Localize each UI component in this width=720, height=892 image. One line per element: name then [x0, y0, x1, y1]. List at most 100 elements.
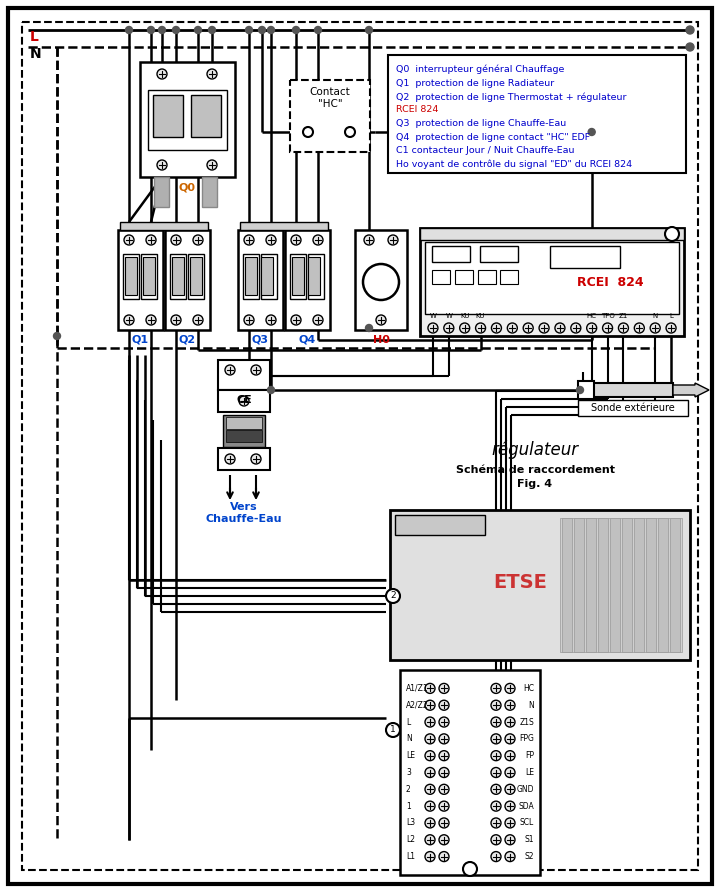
- Circle shape: [425, 683, 435, 693]
- Bar: [432, 246, 470, 262]
- Circle shape: [492, 323, 501, 333]
- Bar: [290, 80, 370, 152]
- Circle shape: [266, 315, 276, 325]
- Circle shape: [425, 801, 435, 811]
- Bar: [261, 257, 273, 295]
- Bar: [243, 254, 259, 299]
- Circle shape: [157, 69, 167, 79]
- Bar: [165, 230, 210, 330]
- Circle shape: [439, 734, 449, 744]
- Bar: [646, 518, 656, 652]
- Bar: [143, 257, 155, 295]
- Circle shape: [53, 333, 60, 340]
- Circle shape: [209, 27, 215, 34]
- Circle shape: [505, 751, 515, 761]
- Circle shape: [463, 862, 477, 876]
- Text: Z1S: Z1S: [519, 717, 534, 727]
- Circle shape: [505, 700, 515, 710]
- Bar: [550, 246, 620, 268]
- Circle shape: [292, 27, 300, 34]
- Circle shape: [505, 801, 515, 811]
- Bar: [191, 95, 221, 137]
- Circle shape: [523, 323, 534, 333]
- Text: RCEI 824: RCEI 824: [396, 105, 438, 114]
- Bar: [218, 360, 270, 390]
- Circle shape: [577, 386, 583, 393]
- Circle shape: [291, 235, 301, 245]
- Text: Vers
Chauffe-Eau: Vers Chauffe-Eau: [206, 502, 282, 524]
- Text: Q2  protection de ligne Thermostat + régulateur: Q2 protection de ligne Thermostat + régu…: [396, 92, 626, 102]
- Circle shape: [251, 454, 261, 464]
- Circle shape: [207, 69, 217, 79]
- Circle shape: [491, 818, 501, 828]
- Circle shape: [225, 454, 235, 464]
- Circle shape: [364, 235, 374, 245]
- Text: W: W: [430, 313, 436, 319]
- Bar: [420, 228, 684, 240]
- Circle shape: [439, 835, 449, 845]
- Text: Z1: Z1: [618, 313, 628, 319]
- Circle shape: [266, 235, 276, 245]
- Bar: [120, 222, 208, 230]
- Text: Ho voyant de contrôle du signal "ED" du RCEI 824: Ho voyant de contrôle du signal "ED" du …: [396, 160, 632, 169]
- Circle shape: [425, 734, 435, 744]
- Text: 1: 1: [390, 725, 396, 734]
- Text: régulateur: régulateur: [492, 441, 579, 459]
- Bar: [500, 270, 518, 284]
- Bar: [560, 518, 682, 652]
- Circle shape: [125, 27, 132, 34]
- Circle shape: [425, 700, 435, 710]
- Bar: [218, 390, 270, 412]
- Text: L: L: [30, 30, 39, 44]
- Text: N: N: [30, 47, 42, 61]
- Circle shape: [124, 235, 134, 245]
- Text: H0: H0: [372, 335, 390, 345]
- Text: KU: KU: [476, 313, 485, 319]
- Bar: [154, 177, 169, 207]
- Text: Contact
"HC": Contact "HC": [310, 87, 351, 109]
- Text: ETSE: ETSE: [493, 573, 547, 591]
- Circle shape: [425, 751, 435, 761]
- Circle shape: [491, 734, 501, 744]
- Bar: [285, 230, 330, 330]
- Circle shape: [425, 767, 435, 778]
- Text: L: L: [669, 313, 673, 319]
- Bar: [240, 222, 328, 230]
- Bar: [583, 383, 673, 397]
- Circle shape: [505, 717, 515, 727]
- Circle shape: [146, 315, 156, 325]
- Bar: [390, 510, 690, 660]
- Circle shape: [158, 27, 166, 34]
- Text: 3: 3: [406, 768, 411, 777]
- Circle shape: [268, 27, 274, 34]
- Circle shape: [439, 683, 449, 693]
- Text: L: L: [406, 717, 410, 727]
- Text: Q3: Q3: [251, 335, 269, 345]
- Text: S2: S2: [524, 852, 534, 861]
- Circle shape: [425, 784, 435, 794]
- Circle shape: [505, 767, 515, 778]
- Text: Schéma de raccordement: Schéma de raccordement: [456, 465, 614, 475]
- Text: LE: LE: [406, 751, 415, 760]
- Bar: [170, 254, 186, 299]
- Circle shape: [588, 128, 595, 136]
- Circle shape: [171, 315, 181, 325]
- Circle shape: [491, 751, 501, 761]
- Circle shape: [618, 323, 629, 333]
- Circle shape: [439, 818, 449, 828]
- Circle shape: [665, 227, 679, 241]
- Circle shape: [193, 315, 203, 325]
- Circle shape: [505, 784, 515, 794]
- Circle shape: [194, 27, 202, 34]
- Circle shape: [157, 160, 167, 170]
- Text: L2: L2: [406, 835, 415, 844]
- Circle shape: [439, 784, 449, 794]
- Text: Q0: Q0: [179, 182, 196, 192]
- Circle shape: [634, 323, 644, 333]
- Circle shape: [505, 818, 515, 828]
- Circle shape: [345, 127, 355, 137]
- Circle shape: [491, 852, 501, 862]
- Circle shape: [491, 717, 501, 727]
- Circle shape: [439, 767, 449, 778]
- Bar: [290, 254, 306, 299]
